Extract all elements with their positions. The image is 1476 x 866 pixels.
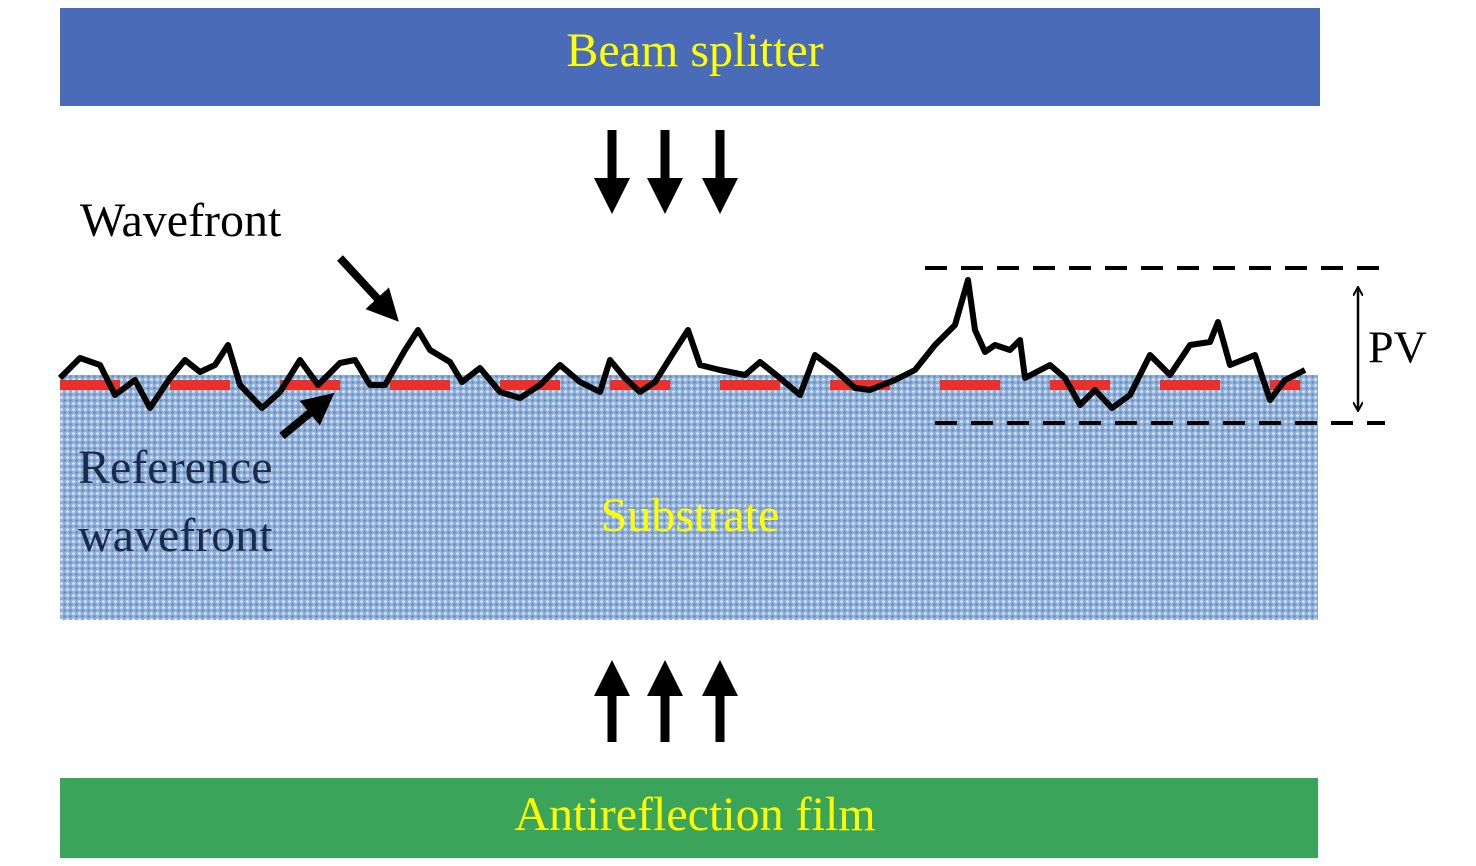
reference-label-line-2: wavefront [78,509,273,562]
wavefront-pointer [337,255,399,322]
beam-splitter-label: Beam splitter [566,24,823,77]
substrate-label: Substrate [601,489,780,542]
reference-pointer [279,392,335,440]
beam-splitter-block [60,8,1320,106]
wavefront-label: Wavefront [80,194,282,247]
wavefront-line [57,277,1307,411]
antireflection-film-label: Antireflection film [514,788,875,841]
substrate-block [60,375,1318,620]
down-arrows [594,130,738,214]
antireflection-film-block [60,778,1318,858]
pv-label: PV [1368,322,1427,373]
reference-label-line-1: Reference [78,441,273,494]
pv-dashed-lines [925,266,1385,425]
up-arrows [594,660,738,742]
